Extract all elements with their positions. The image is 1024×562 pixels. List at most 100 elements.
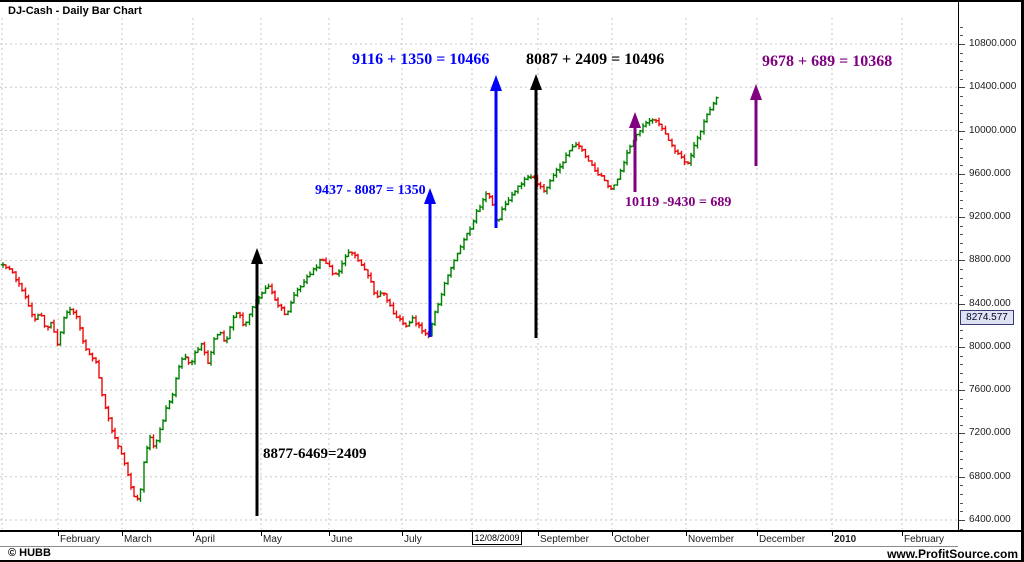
y-axis-minor-tick: [960, 78, 963, 80]
price-chart-canvas[interactable]: [0, 0, 958, 530]
y-axis-minor-tick: [960, 234, 963, 236]
y-axis-major-tick: [959, 173, 965, 175]
x-axis-label-november: November: [688, 534, 735, 545]
y-axis-minor-tick: [960, 52, 963, 54]
y-axis-major-tick: [959, 346, 965, 348]
y-axis-minor-tick: [960, 485, 963, 487]
y-axis-label: 8000.000: [969, 340, 1011, 352]
right-border: [1021, 0, 1024, 562]
y-axis-minor-tick: [960, 251, 963, 253]
x-axis-tick: [329, 532, 330, 536]
x-axis-label-june: June: [331, 534, 353, 545]
y-axis-minor-tick: [960, 147, 963, 149]
x-axis-label-february: February: [904, 534, 945, 545]
y-axis-minor-tick: [960, 70, 963, 71]
y-axis-minor-tick: [960, 156, 963, 158]
purple-arrow-projection-head[interactable]: [750, 84, 762, 100]
y-axis-minor-tick: [960, 165, 963, 167]
y-axis-minor-tick: [960, 277, 963, 279]
y-axis-minor-tick: [960, 182, 963, 184]
y-axis-minor-tick: [960, 26, 963, 28]
y-axis-minor-tick: [960, 511, 963, 513]
y-axis-minor-tick: [960, 35, 963, 37]
y-axis-minor-tick: [960, 364, 963, 366]
selected-date-box[interactable]: 12/08/2009: [472, 531, 522, 545]
chart-title: DJ-Cash - Daily Bar Chart: [8, 5, 142, 17]
swing1-range-annotation[interactable]: 8877-6469=2409: [263, 446, 367, 462]
y-axis-label: 9200.000: [969, 211, 1011, 223]
y-axis-minor-tick: [960, 199, 963, 201]
black-arrow-projection-head[interactable]: [530, 74, 542, 90]
x-axis-tick: [261, 532, 262, 536]
y-axis-minor-tick: [960, 191, 963, 193]
y-axis-minor-tick: [960, 450, 963, 452]
y-axis-label: 7200.000: [969, 427, 1011, 439]
y-axis-label: 6400.000: [969, 514, 1011, 525]
y-axis-major-tick: [959, 217, 965, 219]
y-axis-major-tick: [959, 260, 965, 262]
x-axis-tick: [402, 532, 403, 536]
y-axis-label: 10400.000: [969, 81, 1017, 93]
blue-arrow-august-swing-head[interactable]: [424, 188, 436, 204]
y-axis-minor-tick: [960, 104, 963, 106]
y-axis-minor-tick: [960, 269, 963, 270]
top-border: [0, 0, 1024, 2]
blue-arrow-projection-head[interactable]: [490, 75, 502, 91]
y-axis-minor-tick: [960, 494, 963, 495]
y-axis-minor-tick: [960, 407, 963, 409]
black-arrow-june-swing-head[interactable]: [251, 248, 263, 264]
x-axis-tick: [612, 532, 613, 536]
x-axis-label-april: April: [195, 534, 216, 545]
copyright-label: © HUBB: [8, 547, 51, 559]
y-axis-major-tick: [959, 130, 965, 132]
x-axis-label-december: December: [759, 534, 806, 545]
y-axis-minor-tick: [960, 286, 963, 288]
y-axis-minor-tick: [960, 243, 963, 245]
y-axis-major-tick: [959, 303, 965, 305]
y-axis-major-tick: [959, 390, 965, 392]
y-axis-label: 9600.000: [969, 167, 1011, 179]
x-axis-tick: [757, 532, 758, 536]
x-axis-label-march: March: [124, 534, 152, 545]
y-axis-minor-tick: [960, 355, 963, 357]
y-axis-minor-tick: [960, 416, 963, 418]
x-axis-label-september: September: [540, 534, 589, 545]
target-blue-annotation[interactable]: 9116 + 1350 = 10466: [352, 51, 490, 68]
y-axis-minor-tick: [960, 424, 963, 426]
y-axis-major-tick: [959, 476, 965, 478]
y-axis-minor-tick: [960, 329, 963, 331]
purple-arrow-oct-swing-head[interactable]: [629, 112, 641, 128]
y-axis-minor-tick: [960, 121, 963, 123]
y-axis-major-tick: [959, 433, 965, 435]
y-axis-minor-tick: [960, 139, 963, 141]
x-axis-label-february: February: [60, 534, 101, 545]
target-black-annotation[interactable]: 8087 + 2409 = 10496: [526, 51, 665, 68]
y-axis-minor-tick: [960, 502, 963, 504]
y-axis-minor-tick: [960, 381, 963, 383]
x-axis-label-may: May: [263, 534, 282, 545]
x-axis-tick: [902, 532, 903, 536]
y-axis-label: 6800.000: [969, 470, 1011, 482]
y-axis-major-tick: [959, 44, 965, 45]
y-axis-minor-tick: [960, 442, 963, 444]
x-axis-tick: [686, 532, 687, 536]
y-axis-minor-tick: [960, 398, 963, 400]
months-underline: [0, 546, 958, 547]
y-axis-label: 8400.000: [969, 297, 1011, 309]
down-bars: [3, 117, 691, 501]
up-bars: [0, 96, 719, 502]
x-axis-tick: [122, 532, 123, 536]
y-axis-minor-tick: [960, 338, 963, 340]
y-axis-minor-tick: [960, 95, 963, 97]
x-axis-tick: [538, 532, 539, 536]
y-axis-minor-tick: [960, 372, 963, 374]
target-purple-annotation[interactable]: 9678 + 689 = 10368: [762, 53, 893, 70]
y-axis-minor-tick: [960, 208, 963, 210]
y-axis-label: 7600.000: [969, 384, 1011, 396]
y-axis-minor-tick: [960, 528, 963, 530]
bottom-border: [0, 560, 1024, 562]
swing2-range-annotation[interactable]: 9437 - 8087 = 1350: [315, 183, 426, 198]
x-axis-label-july: July: [404, 534, 422, 545]
swing3-range-annotation[interactable]: 10119 -9430 = 689: [625, 195, 732, 210]
y-axis-label: 10800.000: [969, 38, 1017, 49]
